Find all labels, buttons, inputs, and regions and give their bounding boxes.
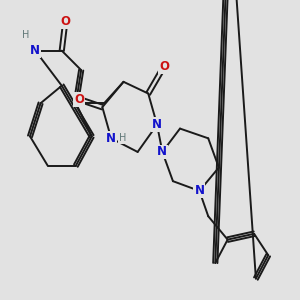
Text: N: N xyxy=(30,44,40,57)
Text: N: N xyxy=(194,184,204,197)
Text: O: O xyxy=(74,93,84,106)
Text: N: N xyxy=(158,146,167,158)
Text: N: N xyxy=(152,118,162,131)
Text: H: H xyxy=(119,133,127,143)
Text: O: O xyxy=(60,15,70,28)
Text: O: O xyxy=(159,60,169,73)
Text: N: N xyxy=(106,132,116,145)
Text: H: H xyxy=(22,30,29,40)
